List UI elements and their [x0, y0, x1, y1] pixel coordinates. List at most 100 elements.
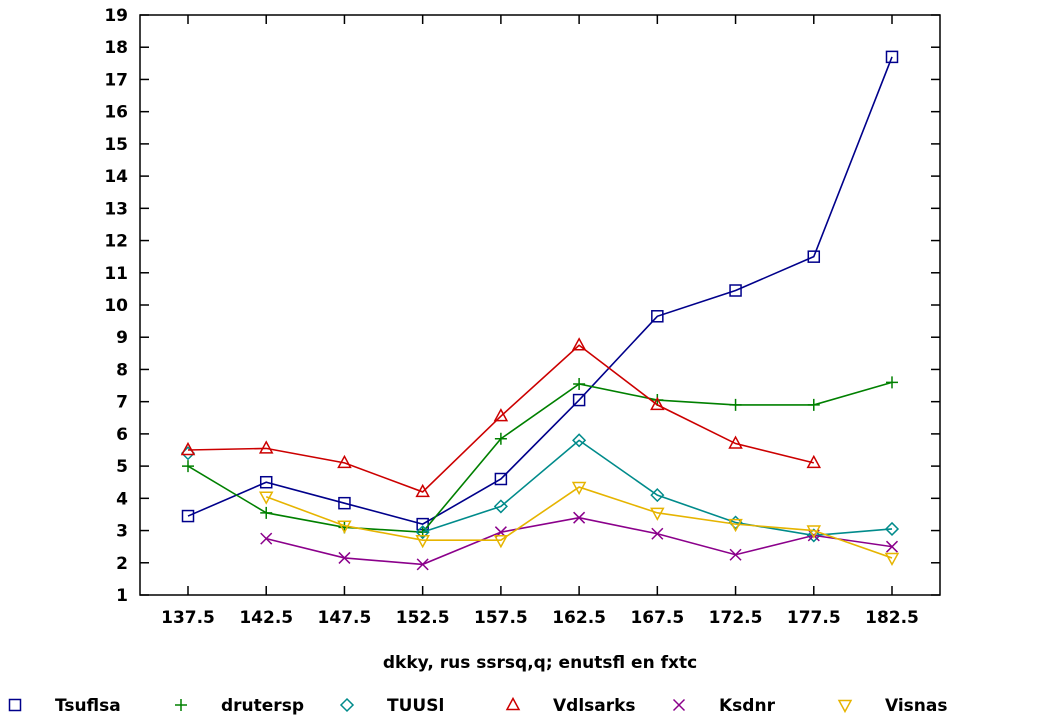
- data-point: [729, 398, 742, 411]
- series-line: [422, 439, 893, 537]
- series-3: [180, 337, 822, 498]
- data-point: [338, 551, 351, 564]
- y-tick-label: 1: [116, 586, 128, 606]
- y-tick-label: 9: [116, 328, 128, 348]
- x-tick-label: 182.5: [865, 608, 919, 628]
- legend-label: Ksdnr: [719, 696, 776, 716]
- data-point: [728, 515, 743, 530]
- y-tick-label: 6: [116, 425, 128, 445]
- legend-item: Ksdnr: [672, 696, 776, 716]
- data-point: [182, 460, 194, 473]
- data-point: [258, 491, 274, 505]
- y-tick-label: 17: [104, 70, 128, 90]
- data-point: [571, 337, 587, 351]
- legend-item: TUUSl: [339, 696, 444, 716]
- data-point: [338, 496, 351, 510]
- data-point: [180, 446, 196, 461]
- data-point: [885, 540, 899, 553]
- y-tick-label: 15: [104, 135, 128, 155]
- x-tick-label: 157.5: [474, 608, 528, 628]
- legend-item: Vdlsarks: [505, 696, 636, 716]
- legend-label: Tsuflsa: [55, 696, 121, 716]
- legend-marker: [505, 696, 521, 711]
- data-point: [651, 527, 664, 540]
- plot-frame: [139, 14, 941, 596]
- data-point: [886, 376, 898, 389]
- data-point: [415, 483, 430, 498]
- series-line: [266, 516, 893, 566]
- legend-label: drutersp: [221, 696, 304, 716]
- y-tick-label: 7: [116, 393, 128, 413]
- legend-marker: [175, 699, 187, 711]
- x-axis-ticks: 137.5 142.5 147.5 152.5 157.5 162.5 167.5 172.5…: [161, 15, 919, 628]
- data-point: [884, 552, 900, 567]
- data-point: [650, 396, 665, 411]
- data-point: [884, 521, 900, 537]
- data-point: [493, 499, 508, 514]
- y-tick-label: 11: [104, 264, 128, 284]
- data-point: [572, 393, 586, 407]
- data-point: [729, 548, 742, 561]
- series-4: [260, 511, 899, 571]
- x-axis-title: dkky, rus ssrsq,q; enutsfl en fxtc: [383, 653, 697, 673]
- y-tick-label: 5: [116, 457, 128, 477]
- data-point: [260, 506, 273, 519]
- legend: Tsuflsa drutersp TUUSl Vdlsarks Ksdnr Visnas: [8, 696, 948, 716]
- y-tick-label: 14: [104, 167, 128, 187]
- y-tick-label: 10: [104, 296, 128, 316]
- series-5: [258, 481, 900, 567]
- data-point: [337, 454, 352, 469]
- data-point: [728, 435, 743, 449]
- legend-label: Visnas: [885, 696, 948, 716]
- y-tick-label: 12: [104, 232, 128, 252]
- y-tick-label: 3: [116, 522, 128, 542]
- data-point: [493, 408, 509, 422]
- legend-marker: [8, 698, 22, 712]
- data-point: [415, 525, 430, 540]
- data-point: [494, 472, 508, 486]
- data-point: [494, 432, 507, 445]
- y-tick-label: 19: [104, 6, 128, 26]
- legend-marker: [339, 697, 355, 713]
- data-point: [572, 433, 587, 448]
- data-point: [807, 250, 821, 263]
- data-point: [806, 454, 822, 469]
- legend-label: Vdlsarks: [553, 696, 636, 716]
- x-tick-label: 142.5: [239, 608, 293, 628]
- data-point: [650, 488, 665, 503]
- data-point: [729, 284, 742, 297]
- data-point: [415, 534, 430, 549]
- y-tick-label: 2: [116, 554, 128, 574]
- x-tick-label: 147.5: [318, 608, 372, 628]
- legend-item: Tsuflsa: [8, 696, 121, 716]
- data-point: [650, 507, 665, 521]
- y-tick-label: 18: [104, 38, 128, 58]
- legend-item: Visnas: [837, 696, 948, 716]
- data-point: [260, 532, 273, 545]
- x-tick-label: 172.5: [709, 608, 763, 628]
- x-tick-label: 162.5: [552, 608, 606, 628]
- x-tick-label: 152.5: [396, 608, 450, 628]
- data-point: [806, 525, 822, 539]
- legend-marker: [837, 699, 853, 714]
- data-point: [806, 528, 821, 543]
- y-tick-label: 16: [104, 103, 128, 123]
- data-point: [181, 509, 195, 523]
- x-tick-label: 177.5: [787, 608, 841, 628]
- y-tick-label: 4: [116, 489, 128, 509]
- data-point: [493, 534, 509, 549]
- series-line: [187, 381, 893, 533]
- data-point: [885, 50, 899, 64]
- series-line: [187, 344, 814, 493]
- data-point: [728, 518, 743, 533]
- series-line: [187, 56, 893, 525]
- data-point: [259, 475, 273, 489]
- data-point: [337, 520, 352, 534]
- legend-item: drutersp: [175, 696, 304, 716]
- data-point: [651, 310, 664, 323]
- data-point: [571, 481, 587, 496]
- x-tick-label: 137.5: [161, 608, 215, 628]
- series-line: [265, 486, 893, 559]
